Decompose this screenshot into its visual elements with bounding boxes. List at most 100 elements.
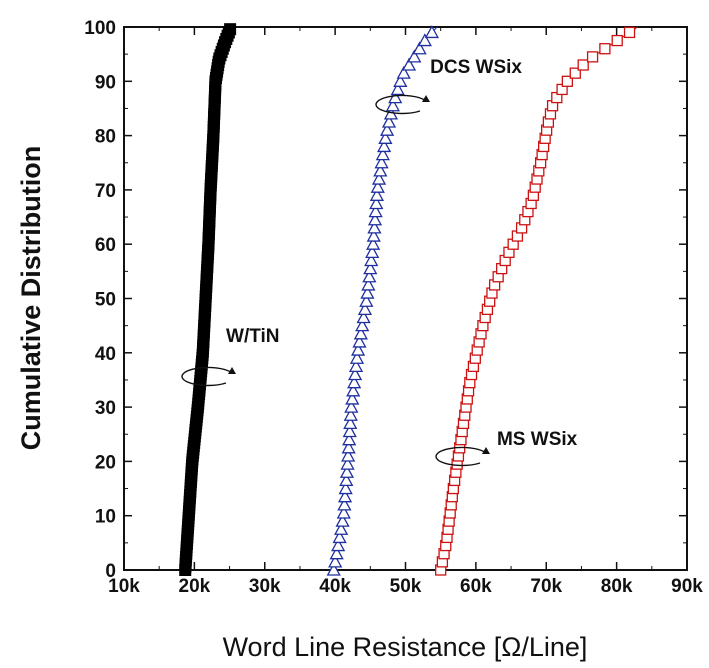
data-point — [364, 253, 379, 267]
annotation-label: DCS WSix — [430, 57, 522, 78]
data-point — [336, 505, 351, 519]
data-point — [367, 212, 383, 226]
data-point — [365, 244, 380, 258]
data-point — [367, 220, 382, 234]
data-point — [366, 228, 381, 242]
data-point — [396, 65, 411, 79]
data-point — [341, 448, 356, 462]
y-tick-label: 100 — [84, 18, 116, 39]
data-point — [373, 163, 388, 177]
data-point — [360, 285, 375, 299]
curved-arrow-icon — [435, 446, 490, 467]
data-point — [341, 440, 356, 454]
data-point — [390, 82, 405, 96]
annotation-label: W/TiN — [226, 326, 279, 347]
data-point — [378, 130, 393, 144]
data-point — [370, 179, 385, 193]
x-tick-label: 30k — [249, 576, 281, 597]
data-point — [366, 236, 381, 250]
x-tick-label: 80k — [601, 576, 633, 597]
x-tick-label: 20k — [179, 576, 211, 597]
data-point — [224, 23, 237, 36]
y-tick-label: 50 — [95, 290, 116, 311]
data-point — [412, 41, 427, 55]
data-point — [381, 114, 397, 128]
x-tick-label: 70k — [530, 576, 562, 597]
series-filled-square — [179, 23, 237, 576]
annotation-layer: DCS WSix W/TiN MS WSix — [226, 57, 578, 450]
data-point — [369, 187, 385, 201]
curved-arrow-icon — [375, 94, 430, 115]
data-point — [577, 59, 589, 71]
annotation-label: MS WSix — [497, 429, 578, 450]
x-tick-label: 40k — [319, 576, 351, 597]
series-layer — [179, 23, 638, 576]
x-tick-label: 10k — [108, 576, 140, 597]
data-point — [348, 367, 363, 381]
data-point — [334, 521, 349, 535]
y-tick-label: 40 — [95, 344, 116, 365]
data-point — [377, 139, 392, 153]
data-point — [339, 473, 354, 487]
data-point — [338, 481, 353, 495]
y-tick-label: 80 — [95, 127, 116, 148]
data-point — [339, 464, 355, 478]
data-point — [374, 155, 389, 169]
data-point — [368, 204, 383, 218]
data-point — [379, 122, 395, 136]
data-point — [371, 171, 387, 185]
data-point — [586, 51, 599, 63]
y-tick-label: 90 — [95, 72, 116, 93]
data-point — [355, 318, 370, 332]
data-point — [359, 293, 374, 307]
data-point — [388, 90, 403, 104]
y-tick-label: 60 — [95, 235, 116, 256]
data-point — [356, 310, 371, 324]
data-point — [424, 25, 439, 39]
data-point — [344, 399, 359, 413]
data-point — [369, 196, 384, 210]
data-point — [375, 147, 390, 161]
data-point — [345, 391, 360, 405]
series-line — [440, 26, 638, 571]
data-point — [329, 546, 344, 560]
data-point — [385, 98, 400, 112]
data-point — [393, 73, 408, 87]
y-tick-label: 0 — [105, 561, 116, 582]
data-point — [335, 513, 350, 527]
x-tick-label: 60k — [460, 576, 492, 597]
data-point — [401, 57, 417, 71]
curved-arrow-icon — [181, 366, 236, 387]
data-point — [337, 497, 352, 511]
data-point — [623, 26, 636, 39]
data-point — [348, 359, 364, 373]
data-point — [349, 350, 365, 364]
data-point — [599, 43, 611, 55]
data-point — [342, 432, 357, 446]
data-point — [331, 538, 346, 552]
y-tick-label: 10 — [95, 507, 116, 528]
x-axis-title: Word Line Resistance [Ω/Line] — [223, 632, 588, 662]
data-point — [363, 261, 378, 275]
data-point — [352, 334, 367, 348]
y-axis-ticks: 0 10 20 30 40 50 60 70 80 90 100 — [84, 18, 687, 582]
data-point — [362, 269, 377, 283]
y-tick-label: 70 — [95, 181, 116, 202]
data-point — [569, 67, 581, 79]
curved-arrow-layer — [181, 94, 490, 467]
data-point — [561, 75, 574, 87]
data-point — [346, 383, 361, 397]
data-point — [337, 489, 353, 503]
x-tick-label: 50k — [390, 576, 422, 597]
data-point — [326, 562, 341, 576]
data-point — [417, 33, 432, 47]
series-open-square — [435, 26, 638, 576]
data-point — [361, 277, 376, 291]
data-point — [343, 407, 358, 421]
series-open-triangle — [326, 25, 439, 576]
data-point — [347, 375, 362, 389]
data-point — [332, 530, 347, 544]
data-point — [357, 302, 373, 316]
y-tick-label: 20 — [95, 452, 116, 473]
